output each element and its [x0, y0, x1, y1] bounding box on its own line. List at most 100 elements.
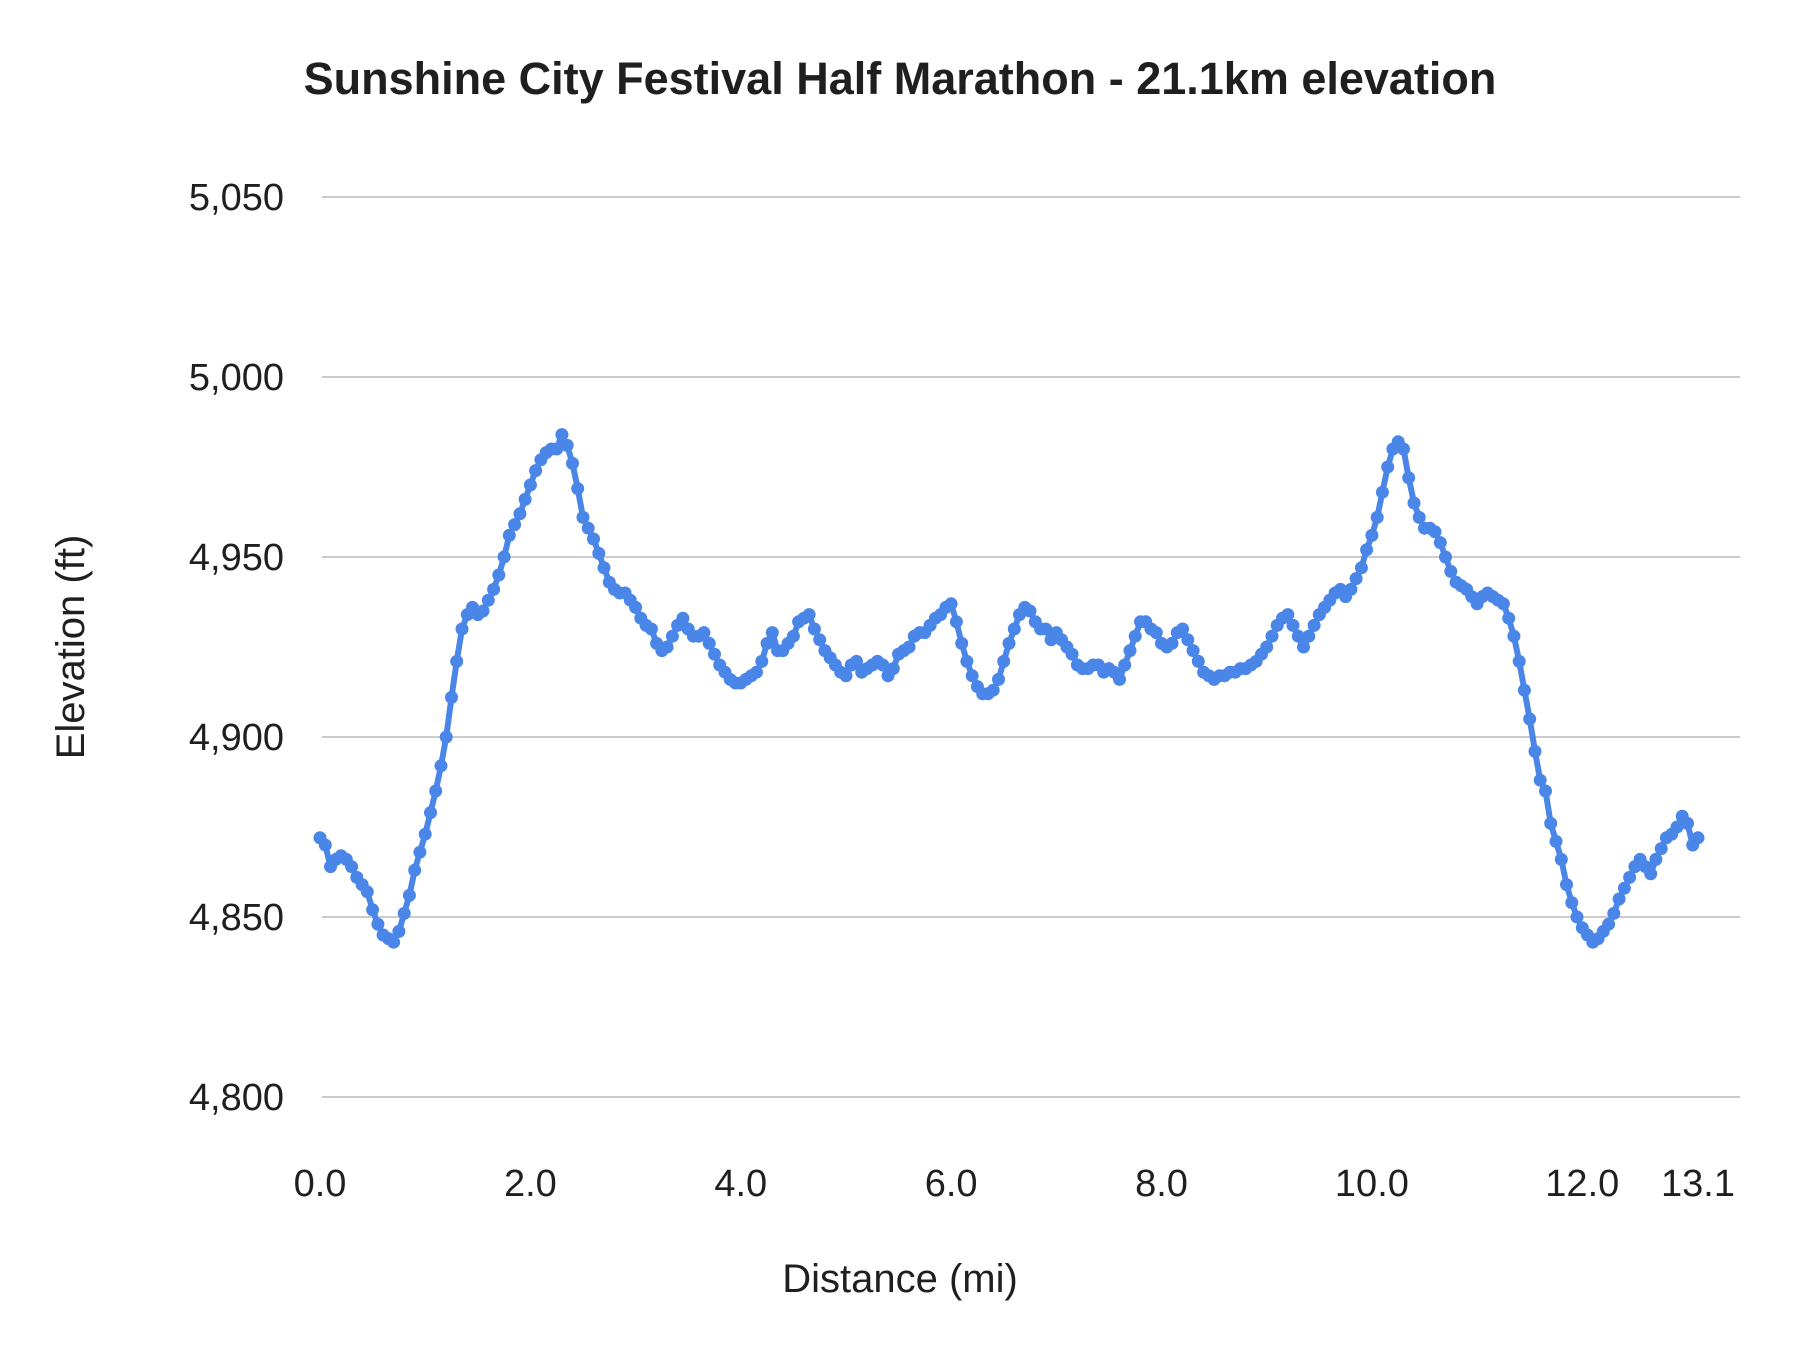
data-point	[702, 636, 716, 650]
data-point	[1507, 629, 1521, 643]
data-point	[397, 906, 411, 920]
data-point	[487, 582, 501, 596]
data-point	[1670, 820, 1684, 834]
data-point	[1302, 629, 1316, 643]
data-point	[1502, 611, 1516, 625]
data-point	[1149, 626, 1163, 640]
data-point	[366, 903, 380, 917]
data-point	[450, 654, 464, 668]
data-point	[1360, 543, 1374, 557]
data-point	[550, 442, 564, 456]
data-point	[1039, 622, 1053, 636]
data-point	[523, 478, 537, 492]
data-point	[1549, 834, 1563, 848]
data-point	[1265, 629, 1279, 643]
data-point	[1649, 852, 1663, 866]
data-point	[1612, 892, 1626, 906]
data-point	[1654, 842, 1668, 856]
data-point	[502, 528, 516, 542]
y-tick-label: 4,900	[189, 717, 284, 759]
data-point	[876, 658, 890, 672]
data-point	[1644, 867, 1658, 881]
data-point	[497, 550, 511, 564]
data-point	[592, 546, 606, 560]
data-point	[807, 622, 821, 636]
data-point	[1407, 496, 1421, 510]
data-point	[1260, 640, 1274, 654]
x-tick-label: 10.0	[1335, 1163, 1409, 1205]
data-point	[1186, 644, 1200, 658]
y-tick-label: 5,050	[189, 177, 284, 219]
data-point	[765, 626, 779, 640]
data-point	[1560, 878, 1573, 892]
data-point	[949, 615, 963, 629]
data-point	[587, 532, 600, 546]
data-point	[481, 593, 495, 607]
data-point	[1523, 712, 1537, 726]
data-point	[387, 935, 401, 949]
data-point	[1554, 852, 1568, 866]
elevation-series	[313, 428, 1705, 949]
data-point	[508, 518, 522, 532]
data-point	[1291, 629, 1305, 643]
data-point	[1517, 683, 1531, 697]
data-point	[392, 924, 406, 938]
data-point	[1607, 906, 1621, 920]
data-point	[371, 917, 385, 931]
data-point	[1065, 647, 1079, 661]
data-point	[1007, 622, 1021, 636]
gridlines	[322, 196, 1740, 1098]
data-point	[660, 640, 674, 654]
data-point	[576, 510, 590, 524]
data-point	[708, 647, 721, 661]
data-point	[1512, 654, 1526, 668]
data-point	[629, 600, 643, 614]
data-point	[318, 838, 332, 852]
data-point	[1349, 572, 1363, 586]
data-point	[1370, 510, 1384, 524]
data-point	[760, 636, 774, 650]
data-point	[1344, 582, 1358, 596]
data-point	[1439, 550, 1452, 564]
data-point	[786, 629, 800, 643]
data-point	[697, 626, 711, 640]
x-tick-label: 4.0	[714, 1163, 767, 1205]
data-point	[1565, 896, 1579, 910]
data-point	[571, 482, 585, 496]
data-point	[360, 885, 374, 899]
data-point	[1281, 608, 1295, 622]
y-axis-tick-labels: 4,800 4,850 4,900 4,950 5,000 5,050	[189, 177, 284, 1119]
x-tick-label: 6.0	[925, 1163, 978, 1205]
x-axis-tick-labels: 0.0 2.0 4.0 6.0 8.0 10.0 12.0 13.1	[294, 1163, 1735, 1205]
data-point	[1365, 528, 1379, 542]
data-point	[955, 636, 969, 650]
y-tick-label: 4,850	[189, 897, 284, 939]
data-point	[1544, 816, 1558, 830]
data-point	[1496, 597, 1510, 611]
data-point	[1286, 618, 1300, 632]
data-point	[566, 456, 579, 470]
data-point	[1123, 644, 1137, 658]
data-point	[434, 759, 448, 773]
data-point	[965, 669, 979, 683]
data-point	[1181, 633, 1195, 647]
data-point	[1570, 910, 1584, 924]
x-tick-label: 8.0	[1135, 1163, 1188, 1205]
data-point	[413, 845, 427, 859]
data-point	[750, 665, 763, 679]
data-point	[1307, 618, 1321, 632]
data-point	[944, 597, 958, 611]
data-point	[1128, 629, 1142, 643]
data-point	[665, 629, 679, 643]
data-point	[902, 640, 916, 654]
data-point	[518, 492, 532, 506]
data-point	[839, 669, 853, 683]
data-point	[1617, 881, 1631, 895]
data-point	[402, 888, 416, 902]
data-point	[1681, 816, 1694, 830]
data-point	[1165, 636, 1179, 650]
y-axis-title: Elevation (ft)	[49, 535, 93, 760]
data-point	[439, 730, 453, 744]
data-point	[597, 561, 611, 575]
